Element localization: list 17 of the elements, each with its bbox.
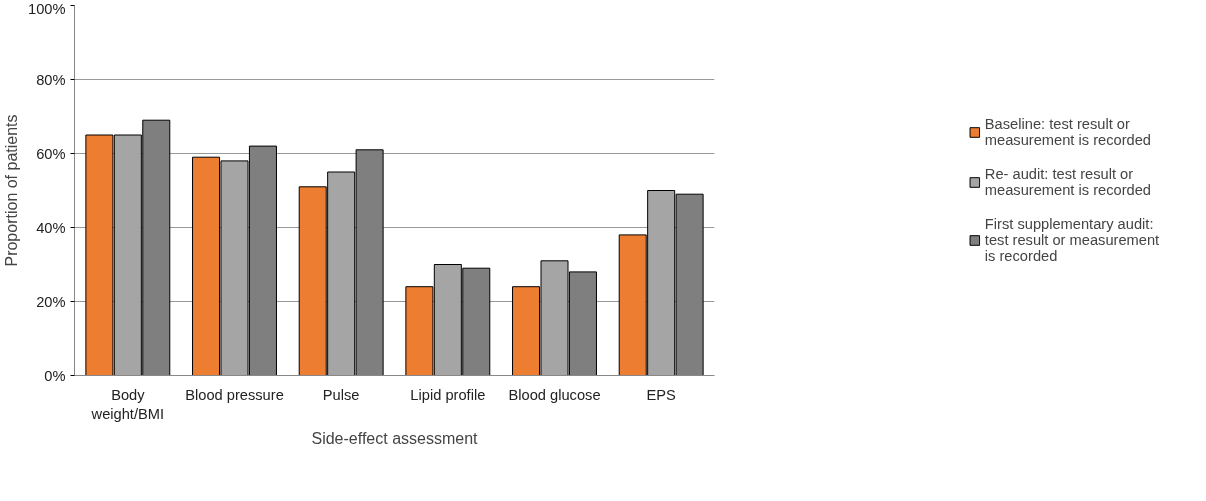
y-tick-label: 40% (36, 219, 66, 236)
y-tick-label: 100% (28, 0, 66, 17)
legend-label: Re- audit: test result or measurement is recorded (984, 166, 1152, 198)
x-tick-label: Lipid profile (410, 386, 486, 403)
y-tick-label: 60% (36, 145, 66, 162)
y-tick-label: 0% (44, 367, 66, 384)
legend-label: First supplementary audit: test result or measurement is recorded (984, 216, 1160, 264)
x-axis-title: Side-effect assessment (311, 429, 479, 447)
y-tick-label: 20% (36, 293, 66, 310)
y-axis-title: Proportion of patients (3, 114, 21, 267)
x-tick-label: Pulse (322, 386, 360, 403)
y-tick-label: 80% (36, 71, 66, 88)
x-tick-label: Blood pressure (185, 386, 284, 403)
x-tick-label: EPS (646, 386, 677, 403)
x-tick-label: Body weight/BMI (90, 386, 165, 422)
x-tick-label: Blood glucose (508, 386, 601, 403)
legend-label: Baseline: test result or measurement is recorded (984, 116, 1152, 148)
